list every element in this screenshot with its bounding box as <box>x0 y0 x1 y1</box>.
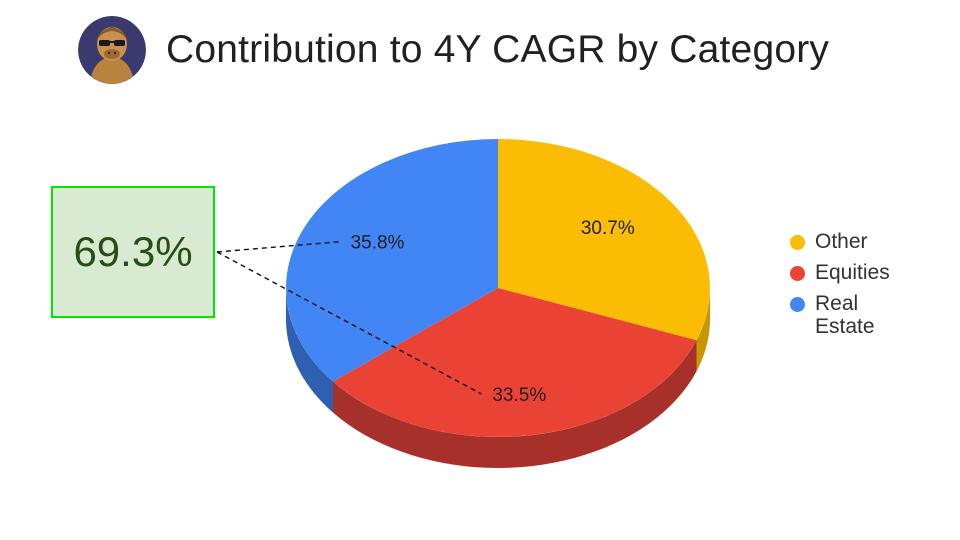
pie-slice-equities <box>333 288 697 437</box>
legend-swatch <box>790 297 805 312</box>
pie-side-other <box>696 288 710 372</box>
pie-side-real-estate <box>286 288 333 413</box>
pie-tops <box>286 139 710 437</box>
legend-label: Equities <box>815 261 890 284</box>
chart-legend: Other Equities Real Estate <box>790 230 915 338</box>
slice-label-equities: 33.5% <box>492 385 546 406</box>
pie-sides <box>286 288 710 468</box>
legend-item-other[interactable]: Other <box>790 230 915 253</box>
slice-label-other: 30.7% <box>581 218 635 239</box>
pie-labels: 30.7% 33.5% 35.8% <box>351 218 635 406</box>
annotation-value: 69.3% <box>73 228 193 275</box>
header: Contribution to 4Y CAGR by Category <box>78 14 829 86</box>
slice-label-real-estate: 35.8% <box>351 233 405 254</box>
legend-item-equities[interactable]: Equities <box>790 261 915 284</box>
annotation-callout: 69.3% <box>51 186 215 318</box>
legend-label: Other <box>815 230 868 253</box>
pie-slice-real-estate <box>286 139 498 382</box>
legend-swatch <box>790 235 805 250</box>
leader-line-real-estate <box>216 241 340 253</box>
leader-line-equities <box>216 251 482 395</box>
legend-label: Real Estate <box>815 292 875 338</box>
gorilla-avatar-icon <box>78 16 146 84</box>
leader-lines <box>216 241 482 395</box>
chart-title: Contribution to 4Y CAGR by Category <box>166 28 830 71</box>
legend-swatch <box>790 266 805 281</box>
pie-side-equities <box>333 340 697 468</box>
pie-slice-other <box>498 139 710 341</box>
legend-item-real-estate[interactable]: Real Estate <box>790 292 915 338</box>
